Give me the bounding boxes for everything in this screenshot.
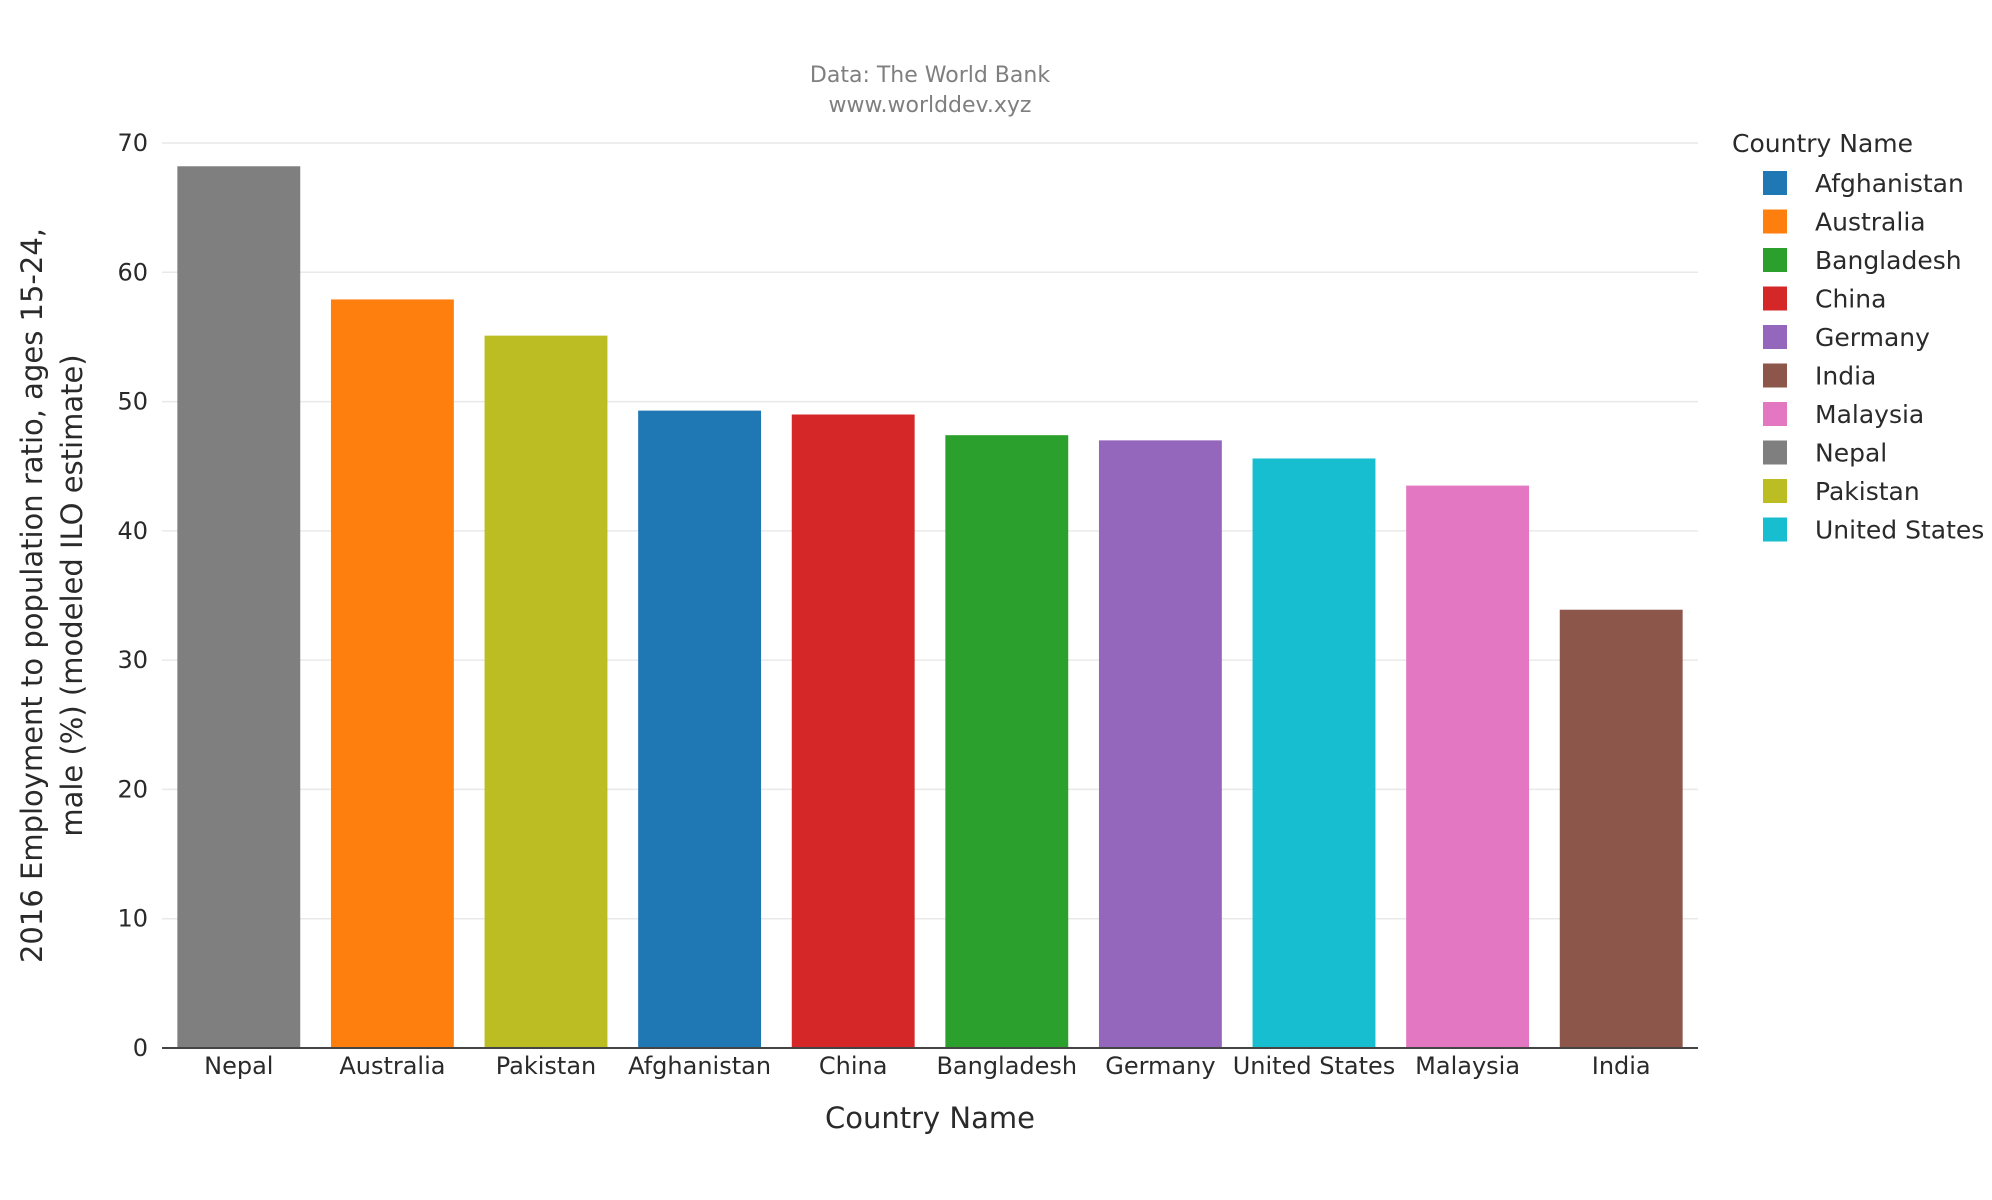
y-tick-label: 10 bbox=[117, 905, 148, 933]
legend-label[interactable]: Nepal bbox=[1815, 439, 1887, 468]
legend-swatch[interactable] bbox=[1763, 248, 1787, 272]
x-tick-label: Afghanistan bbox=[628, 1052, 771, 1080]
legend-swatch[interactable] bbox=[1763, 402, 1787, 426]
x-tick-label: United States bbox=[1233, 1052, 1396, 1080]
x-tick-label: Germany bbox=[1105, 1052, 1215, 1080]
y-axis-title: 2016 Employment to population ratio, age… bbox=[15, 228, 89, 963]
y-axis-ticks: 0 10 20 30 40 50 60 70 bbox=[117, 129, 148, 1062]
y-tick-label: 60 bbox=[117, 258, 148, 286]
bars bbox=[177, 166, 1683, 1049]
y-tick-label: 50 bbox=[117, 388, 148, 416]
bar-pakistan[interactable] bbox=[484, 335, 608, 1048]
bar-afghanistan[interactable] bbox=[638, 410, 762, 1048]
legend-label[interactable]: Pakistan bbox=[1815, 477, 1920, 506]
legend-label[interactable]: United States bbox=[1815, 516, 1984, 545]
legend-swatch[interactable] bbox=[1763, 479, 1787, 503]
legend-label[interactable]: Australia bbox=[1815, 208, 1926, 237]
legend-label[interactable]: India bbox=[1815, 362, 1876, 391]
x-tick-label: Australia bbox=[339, 1052, 445, 1080]
legend: Country Name Afghanistan Australia Banglad… bbox=[1732, 129, 1984, 545]
legend-label[interactable]: Bangladesh bbox=[1815, 246, 1962, 275]
x-tick-label: Pakistan bbox=[496, 1052, 597, 1080]
subtitle-line-1: Data: The World Bank bbox=[810, 63, 1050, 88]
y-tick-label: 20 bbox=[117, 775, 148, 803]
legend-label[interactable]: Malaysia bbox=[1815, 400, 1924, 429]
x-tick-label: China bbox=[819, 1052, 888, 1080]
y-tick-label: 0 bbox=[133, 1034, 148, 1062]
legend-swatch[interactable] bbox=[1763, 363, 1787, 388]
legend-swatch[interactable] bbox=[1763, 517, 1787, 542]
bar-india[interactable] bbox=[1559, 609, 1683, 1048]
legend-swatch[interactable] bbox=[1763, 286, 1787, 311]
bar-nepal[interactable] bbox=[177, 166, 301, 1048]
x-tick-label: Nepal bbox=[204, 1052, 273, 1080]
y-tick-label: 70 bbox=[117, 129, 148, 157]
x-axis-ticks: Nepal Australia Pakistan Afghanistan China Ba… bbox=[204, 1052, 1651, 1080]
legend-swatch[interactable] bbox=[1763, 171, 1787, 195]
bar-australia[interactable] bbox=[330, 299, 454, 1049]
x-axis-title: Country Name bbox=[825, 1101, 1035, 1135]
chart-subtitle: Data: The World Bank www.worlddev.xyz bbox=[810, 63, 1050, 118]
legend-title: Country Name bbox=[1732, 129, 1913, 158]
y-axis-title-line-1: 2016 Employment to population ratio, age… bbox=[15, 228, 49, 963]
legend-label[interactable]: China bbox=[1815, 285, 1886, 314]
y-tick-label: 40 bbox=[117, 517, 148, 545]
x-tick-label: India bbox=[1592, 1052, 1651, 1080]
legend-label[interactable]: Germany bbox=[1815, 323, 1930, 352]
legend-swatch[interactable] bbox=[1763, 209, 1787, 234]
x-tick-label: Malaysia bbox=[1415, 1052, 1520, 1080]
bar-germany[interactable] bbox=[1098, 440, 1222, 1048]
bar-united-states[interactable] bbox=[1252, 458, 1376, 1048]
bar-malaysia[interactable] bbox=[1406, 485, 1530, 1048]
bar-china[interactable] bbox=[791, 414, 915, 1049]
y-axis-title-line-2: male (%) (modeled ILO estimate) bbox=[55, 354, 89, 836]
y-tick-label: 30 bbox=[117, 646, 148, 674]
x-tick-label: Bangladesh bbox=[936, 1052, 1077, 1080]
legend-swatch[interactable] bbox=[1763, 440, 1787, 465]
subtitle-line-2: www.worlddev.xyz bbox=[829, 93, 1032, 118]
legend-swatch[interactable] bbox=[1763, 325, 1787, 349]
bar-bangladesh[interactable] bbox=[945, 435, 1069, 1049]
legend-label[interactable]: Afghanistan bbox=[1815, 169, 1964, 198]
